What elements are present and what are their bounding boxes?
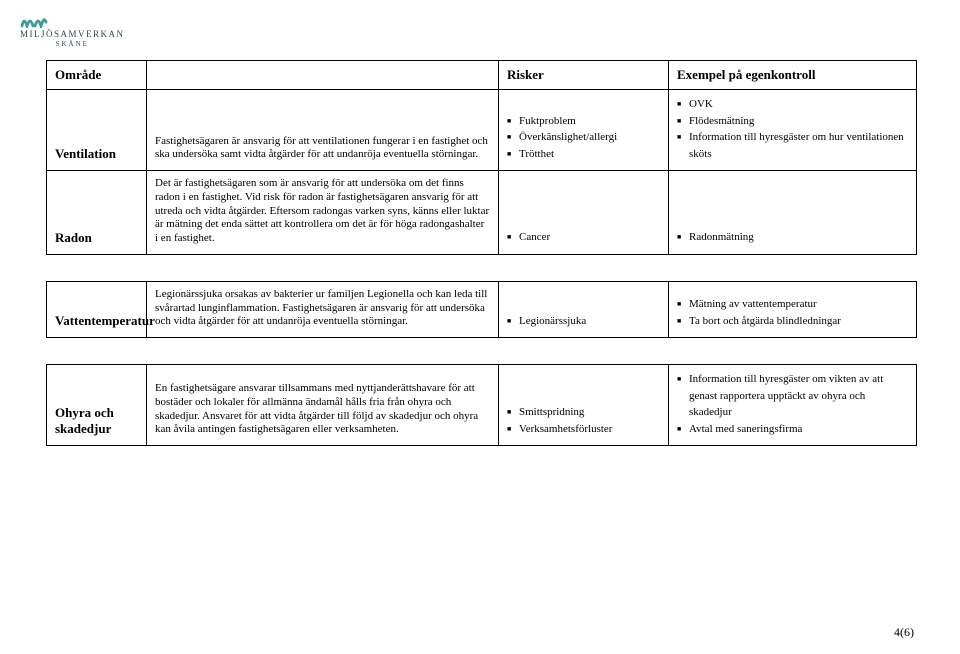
table-header-row: Område Risker Exempel på egenkontroll [47, 61, 917, 90]
list-item: Trötthet [507, 146, 660, 163]
row-label: Radon [47, 171, 147, 255]
header-risks: Risker [499, 61, 669, 90]
row-risks: Cancer [499, 171, 669, 255]
list-item: Smittspridning [507, 404, 660, 421]
table-row: Vattentemperatur Legionärssjuka orsakas … [47, 281, 917, 337]
list-item: Mätning av vattentemperatur [677, 296, 908, 313]
list-item: Fuktproblem [507, 113, 660, 130]
table-row: Ventilation Fastighetsägaren är ansvarig… [47, 90, 917, 171]
row-controls: Information till hyresgäster om vikten a… [669, 365, 917, 446]
list-item: Information till hyresgäster om vikten a… [677, 371, 908, 421]
row-controls: OVK Flödesmätning Information till hyres… [669, 90, 917, 171]
row-label: Ohyra och skadedjur [47, 365, 147, 446]
row-label: Vattentemperatur [47, 281, 147, 337]
list-item: Överkänslighet/allergi [507, 129, 660, 146]
row-risks: Fuktproblem Överkänslighet/allergi Trött… [499, 90, 669, 171]
logo: MILJÖSAMVERKAN SKÅNE [20, 12, 125, 48]
row-desc: En fastighetsägare ansvarar tillsammans … [147, 365, 499, 446]
row-desc: Legionärssjuka orsakas av bakterier ur f… [147, 281, 499, 337]
page-number: 4(6) [894, 625, 914, 640]
list-item: Legionärssjuka [507, 313, 660, 330]
main-content: Område Risker Exempel på egenkontroll Ve… [46, 60, 916, 446]
row-risks: Smittspridning Verksamhetsförluster [499, 365, 669, 446]
row-desc: Fastighetsägaren är ansvarig för att ven… [147, 90, 499, 171]
header-area: Område [47, 61, 147, 90]
header-controls: Exempel på egenkontroll [669, 61, 917, 90]
list-item: Flödesmätning [677, 113, 908, 130]
logo-text-line1: MILJÖSAMVERKAN [20, 29, 125, 39]
header-empty [147, 61, 499, 90]
table-block-1: Område Risker Exempel på egenkontroll Ve… [46, 60, 917, 255]
list-item: Cancer [507, 229, 660, 246]
table-block-2: Vattentemperatur Legionärssjuka orsakas … [46, 281, 917, 338]
list-item: OVK [677, 96, 908, 113]
list-item: Avtal med saneringsfirma [677, 421, 908, 438]
list-item: Ta bort och åtgärda blindledningar [677, 313, 908, 330]
list-item: Information till hyresgäster om hur vent… [677, 129, 908, 162]
row-desc: Det är fastighetsägaren som är ansvarig … [147, 171, 499, 255]
table-block-3: Ohyra och skadedjur En fastighetsägare a… [46, 364, 917, 446]
list-item: Verksamhetsförluster [507, 421, 660, 438]
list-item: Radonmätning [677, 229, 908, 246]
row-controls: Radonmätning [669, 171, 917, 255]
table-row: Ohyra och skadedjur En fastighetsägare a… [47, 365, 917, 446]
row-label: Ventilation [47, 90, 147, 171]
row-risks: Legionärssjuka [499, 281, 669, 337]
logo-mark-icon [20, 12, 48, 28]
table-row: Radon Det är fastighetsägaren som är ans… [47, 171, 917, 255]
row-controls: Mätning av vattentemperatur Ta bort och … [669, 281, 917, 337]
logo-text-line2: SKÅNE [20, 40, 125, 48]
